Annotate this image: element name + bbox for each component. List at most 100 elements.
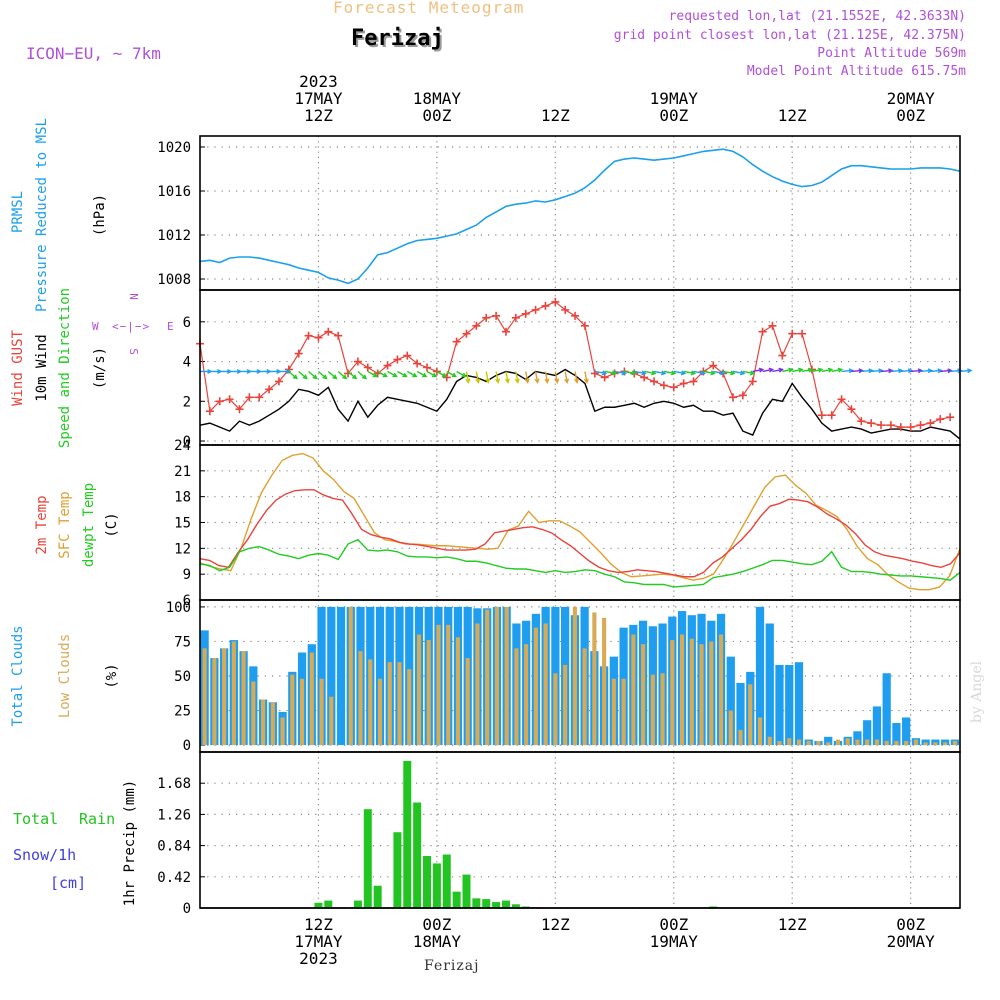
wind-arrow-head xyxy=(544,378,550,384)
bottom-time-label: 12Z xyxy=(304,915,333,934)
wind-gust-marker xyxy=(561,305,570,314)
wind-arrow xyxy=(861,369,873,373)
wind-arrow xyxy=(505,371,509,383)
wind-gust-marker xyxy=(324,327,333,336)
rain-bar xyxy=(432,863,441,908)
wind-arrow xyxy=(614,370,626,375)
wind-gust-marker xyxy=(590,369,599,378)
low-cloud-bar xyxy=(641,644,646,746)
wind-arrow xyxy=(880,369,893,373)
wind-arrow xyxy=(298,370,308,380)
wind-arrow-head xyxy=(302,374,308,380)
wind-speed-line xyxy=(199,368,961,440)
precip-panel-frame xyxy=(199,751,961,909)
wind-gust-marker xyxy=(531,305,540,314)
bottom-time-label: 19MAY xyxy=(650,932,699,951)
pressure-panel-frame xyxy=(199,135,961,291)
temp-y-axis: 6 9 12 15 18 21 24 xyxy=(174,438,960,609)
wind-gust-marker xyxy=(738,391,747,400)
low-cloud-bar xyxy=(884,740,889,746)
wind-arrow-head xyxy=(897,368,904,374)
requested-coords: requested lon,lat (21.1552E, 42.3633N) xyxy=(668,9,966,24)
rain-bar xyxy=(423,856,432,908)
wind-arrow-head xyxy=(475,378,481,384)
wind-gust-marker xyxy=(709,361,718,370)
wind-arrow-head xyxy=(574,378,579,384)
low-cloud-bar xyxy=(611,678,616,746)
wind-gust-marker xyxy=(867,419,876,428)
precip-rain-label: Rain xyxy=(79,810,116,828)
precip-snow-label: Snow/1h xyxy=(13,846,77,864)
low-cloud-bar xyxy=(358,651,363,746)
wind-gust-marker xyxy=(936,415,945,424)
wind-arrow xyxy=(693,370,705,375)
wind-gust-marker xyxy=(294,349,303,358)
wind-arrow-head xyxy=(690,370,697,376)
wind-gust-marker xyxy=(896,423,905,432)
low-cloud-bar xyxy=(806,740,811,746)
wind-arrow xyxy=(624,370,636,375)
wind-arrow xyxy=(841,369,853,373)
low-cloud-bar xyxy=(387,662,392,746)
low-cloud-bar xyxy=(475,623,480,746)
temp-panel-frame xyxy=(199,444,961,601)
wind-arrow xyxy=(673,370,685,375)
wind-arrow xyxy=(890,369,902,373)
wind-gust-marker xyxy=(798,329,807,338)
temp-sfc-line xyxy=(199,452,961,591)
wind-arrow-head xyxy=(917,368,924,374)
wind-arrow xyxy=(534,371,539,383)
wind-gust-marker xyxy=(650,377,659,386)
wind-arrow xyxy=(653,370,666,375)
wind-arrow-head xyxy=(858,368,864,374)
precip-tick-label: 1.26 xyxy=(157,807,191,823)
wind-gust-marker xyxy=(728,393,737,402)
low-cloud-bar xyxy=(572,606,577,746)
wind-arrow xyxy=(347,370,357,380)
wind-arrow-head xyxy=(504,378,510,384)
wind-arrow-head xyxy=(534,378,540,384)
total-cloud-bar xyxy=(882,673,891,746)
top-time-label: 12Z xyxy=(778,106,807,125)
wind-gust-marker xyxy=(659,381,668,390)
temp-2m-line xyxy=(199,489,961,578)
wind-gust-marker xyxy=(255,393,264,402)
low-cloud-bar xyxy=(748,684,753,746)
rain-bar xyxy=(413,802,422,908)
wind-arrow-head xyxy=(402,372,408,378)
bottom-time-label: 12Z xyxy=(778,915,807,934)
wind-arrow xyxy=(327,370,337,380)
wind-arrow-head xyxy=(611,370,618,376)
wind-arrow xyxy=(801,368,813,373)
wind-arrow xyxy=(544,371,549,383)
wind-arrow-head xyxy=(710,370,716,376)
low-cloud-bar xyxy=(621,678,626,746)
wind-arrow-head xyxy=(554,378,560,384)
low-cloud-bar xyxy=(261,699,266,746)
low-cloud-bar xyxy=(416,634,422,746)
wind-arrow-head xyxy=(947,368,953,374)
low-cloud-bar xyxy=(904,740,909,746)
wind-arrow xyxy=(416,370,427,378)
wind-arrow-head xyxy=(700,370,706,376)
wind-gust-marker xyxy=(827,411,836,420)
wind-gust-markers xyxy=(196,297,955,432)
wind-gust-marker xyxy=(423,363,432,372)
top-time-label: 00Z xyxy=(422,106,451,125)
precip-tick-label: 1.68 xyxy=(157,776,191,792)
wind-arrow xyxy=(871,369,883,373)
model-label: ICON−EU, ~ 7km xyxy=(26,44,161,63)
wind-arrow-head xyxy=(788,367,794,373)
rain-bar xyxy=(501,900,510,908)
low-cloud-bar xyxy=(718,634,724,746)
rain-bar xyxy=(324,900,333,908)
temp-dewpoint-line xyxy=(199,538,961,588)
low-cloud-bar xyxy=(465,658,470,746)
wind-arrow xyxy=(515,371,519,383)
wind-gust-marker xyxy=(837,395,846,404)
wind-arrow xyxy=(475,371,480,383)
wind-arrow xyxy=(426,370,437,378)
low-cloud-bar xyxy=(943,742,948,746)
wind-gust-marker xyxy=(847,405,856,414)
